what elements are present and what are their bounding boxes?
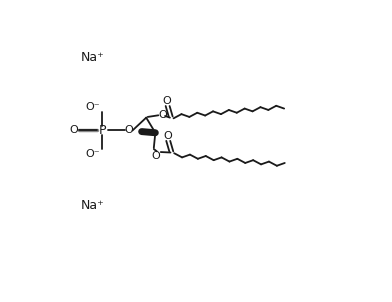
Text: O⁻: O⁻ <box>86 149 100 159</box>
Text: O: O <box>70 125 78 135</box>
Text: O: O <box>152 152 160 162</box>
Text: O⁻: O⁻ <box>86 102 100 112</box>
Text: O: O <box>158 110 167 120</box>
Text: O: O <box>124 125 133 135</box>
Text: Na⁺: Na⁺ <box>81 200 105 213</box>
Text: P: P <box>98 124 106 137</box>
Text: Na⁺: Na⁺ <box>81 51 105 64</box>
Text: O: O <box>163 96 171 106</box>
Text: O: O <box>163 131 172 141</box>
